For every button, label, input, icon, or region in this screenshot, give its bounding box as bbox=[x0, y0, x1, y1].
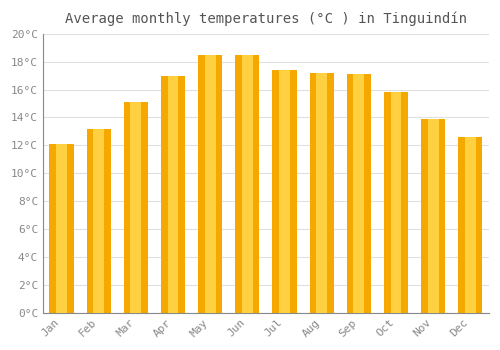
Bar bbox=[354, 74, 364, 313]
Title: Average monthly temperatures (°C ) in Tinguindín: Average monthly temperatures (°C ) in Ti… bbox=[65, 11, 467, 26]
Bar bbox=[94, 128, 104, 313]
Bar bbox=[242, 55, 253, 313]
Bar bbox=[168, 76, 178, 313]
Bar bbox=[279, 70, 290, 313]
Bar bbox=[124, 102, 148, 313]
Bar bbox=[56, 144, 67, 313]
Bar bbox=[458, 137, 482, 313]
Bar bbox=[316, 73, 327, 313]
Bar bbox=[86, 128, 111, 313]
Bar bbox=[198, 55, 222, 313]
Bar bbox=[130, 102, 141, 313]
Bar bbox=[272, 70, 296, 313]
Bar bbox=[384, 92, 408, 313]
Bar bbox=[428, 119, 438, 313]
Bar bbox=[347, 74, 371, 313]
Bar bbox=[236, 55, 260, 313]
Bar bbox=[390, 92, 402, 313]
Bar bbox=[161, 76, 185, 313]
Bar bbox=[421, 119, 445, 313]
Bar bbox=[310, 73, 334, 313]
Bar bbox=[50, 144, 74, 313]
Bar bbox=[465, 137, 475, 313]
Bar bbox=[205, 55, 216, 313]
